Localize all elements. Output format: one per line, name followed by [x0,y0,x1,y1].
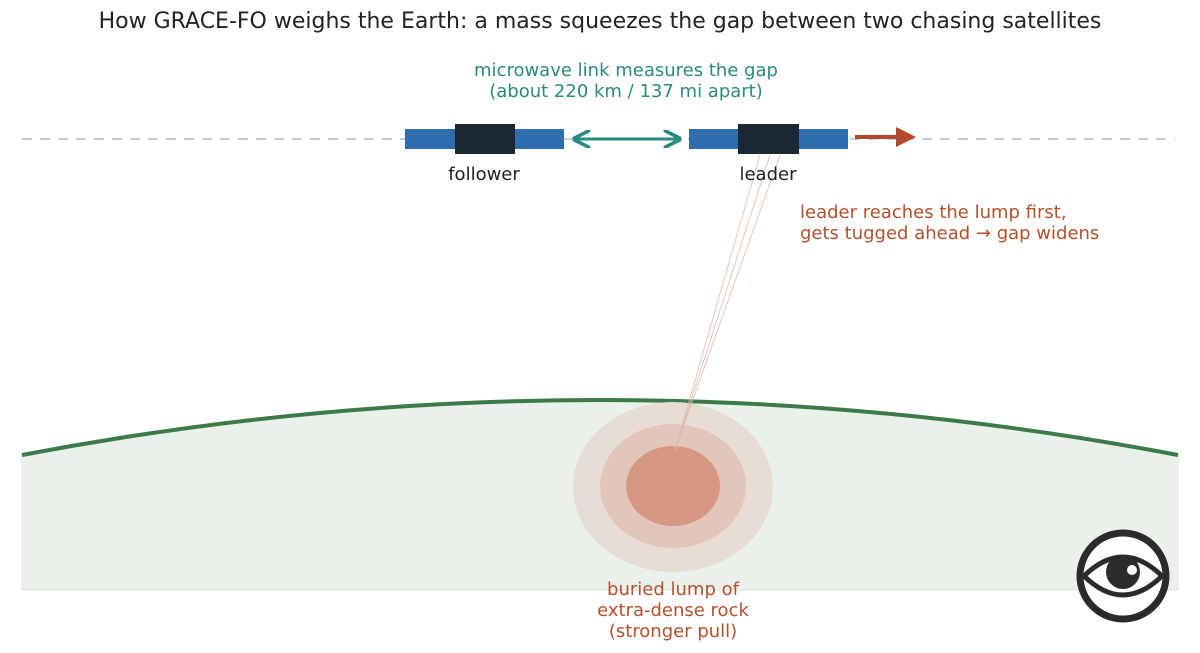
lump [626,446,720,526]
leader-satellite [689,124,848,154]
lump-label: extra-dense rock [597,600,749,621]
satellite-label: leader [739,164,797,185]
satellite-label: follower [448,164,520,185]
lump-label: (stronger pull) [609,621,737,642]
lump-label: buried lump of [607,579,740,600]
link-label: microwave link measures the gap [474,60,778,81]
leader-note: leader reaches the lump first, [800,202,1067,223]
leader-note: gets tugged ahead → gap widens [800,223,1099,244]
earth-surface [21,398,1179,457]
pull-lines [674,154,781,451]
follower-satellite [405,124,564,154]
title: How GRACE-FO weighs the Earth: a mass sq… [99,9,1102,34]
eye-logo [1076,529,1170,623]
link-label: (about 220 km / 137 mi apart) [489,81,763,102]
